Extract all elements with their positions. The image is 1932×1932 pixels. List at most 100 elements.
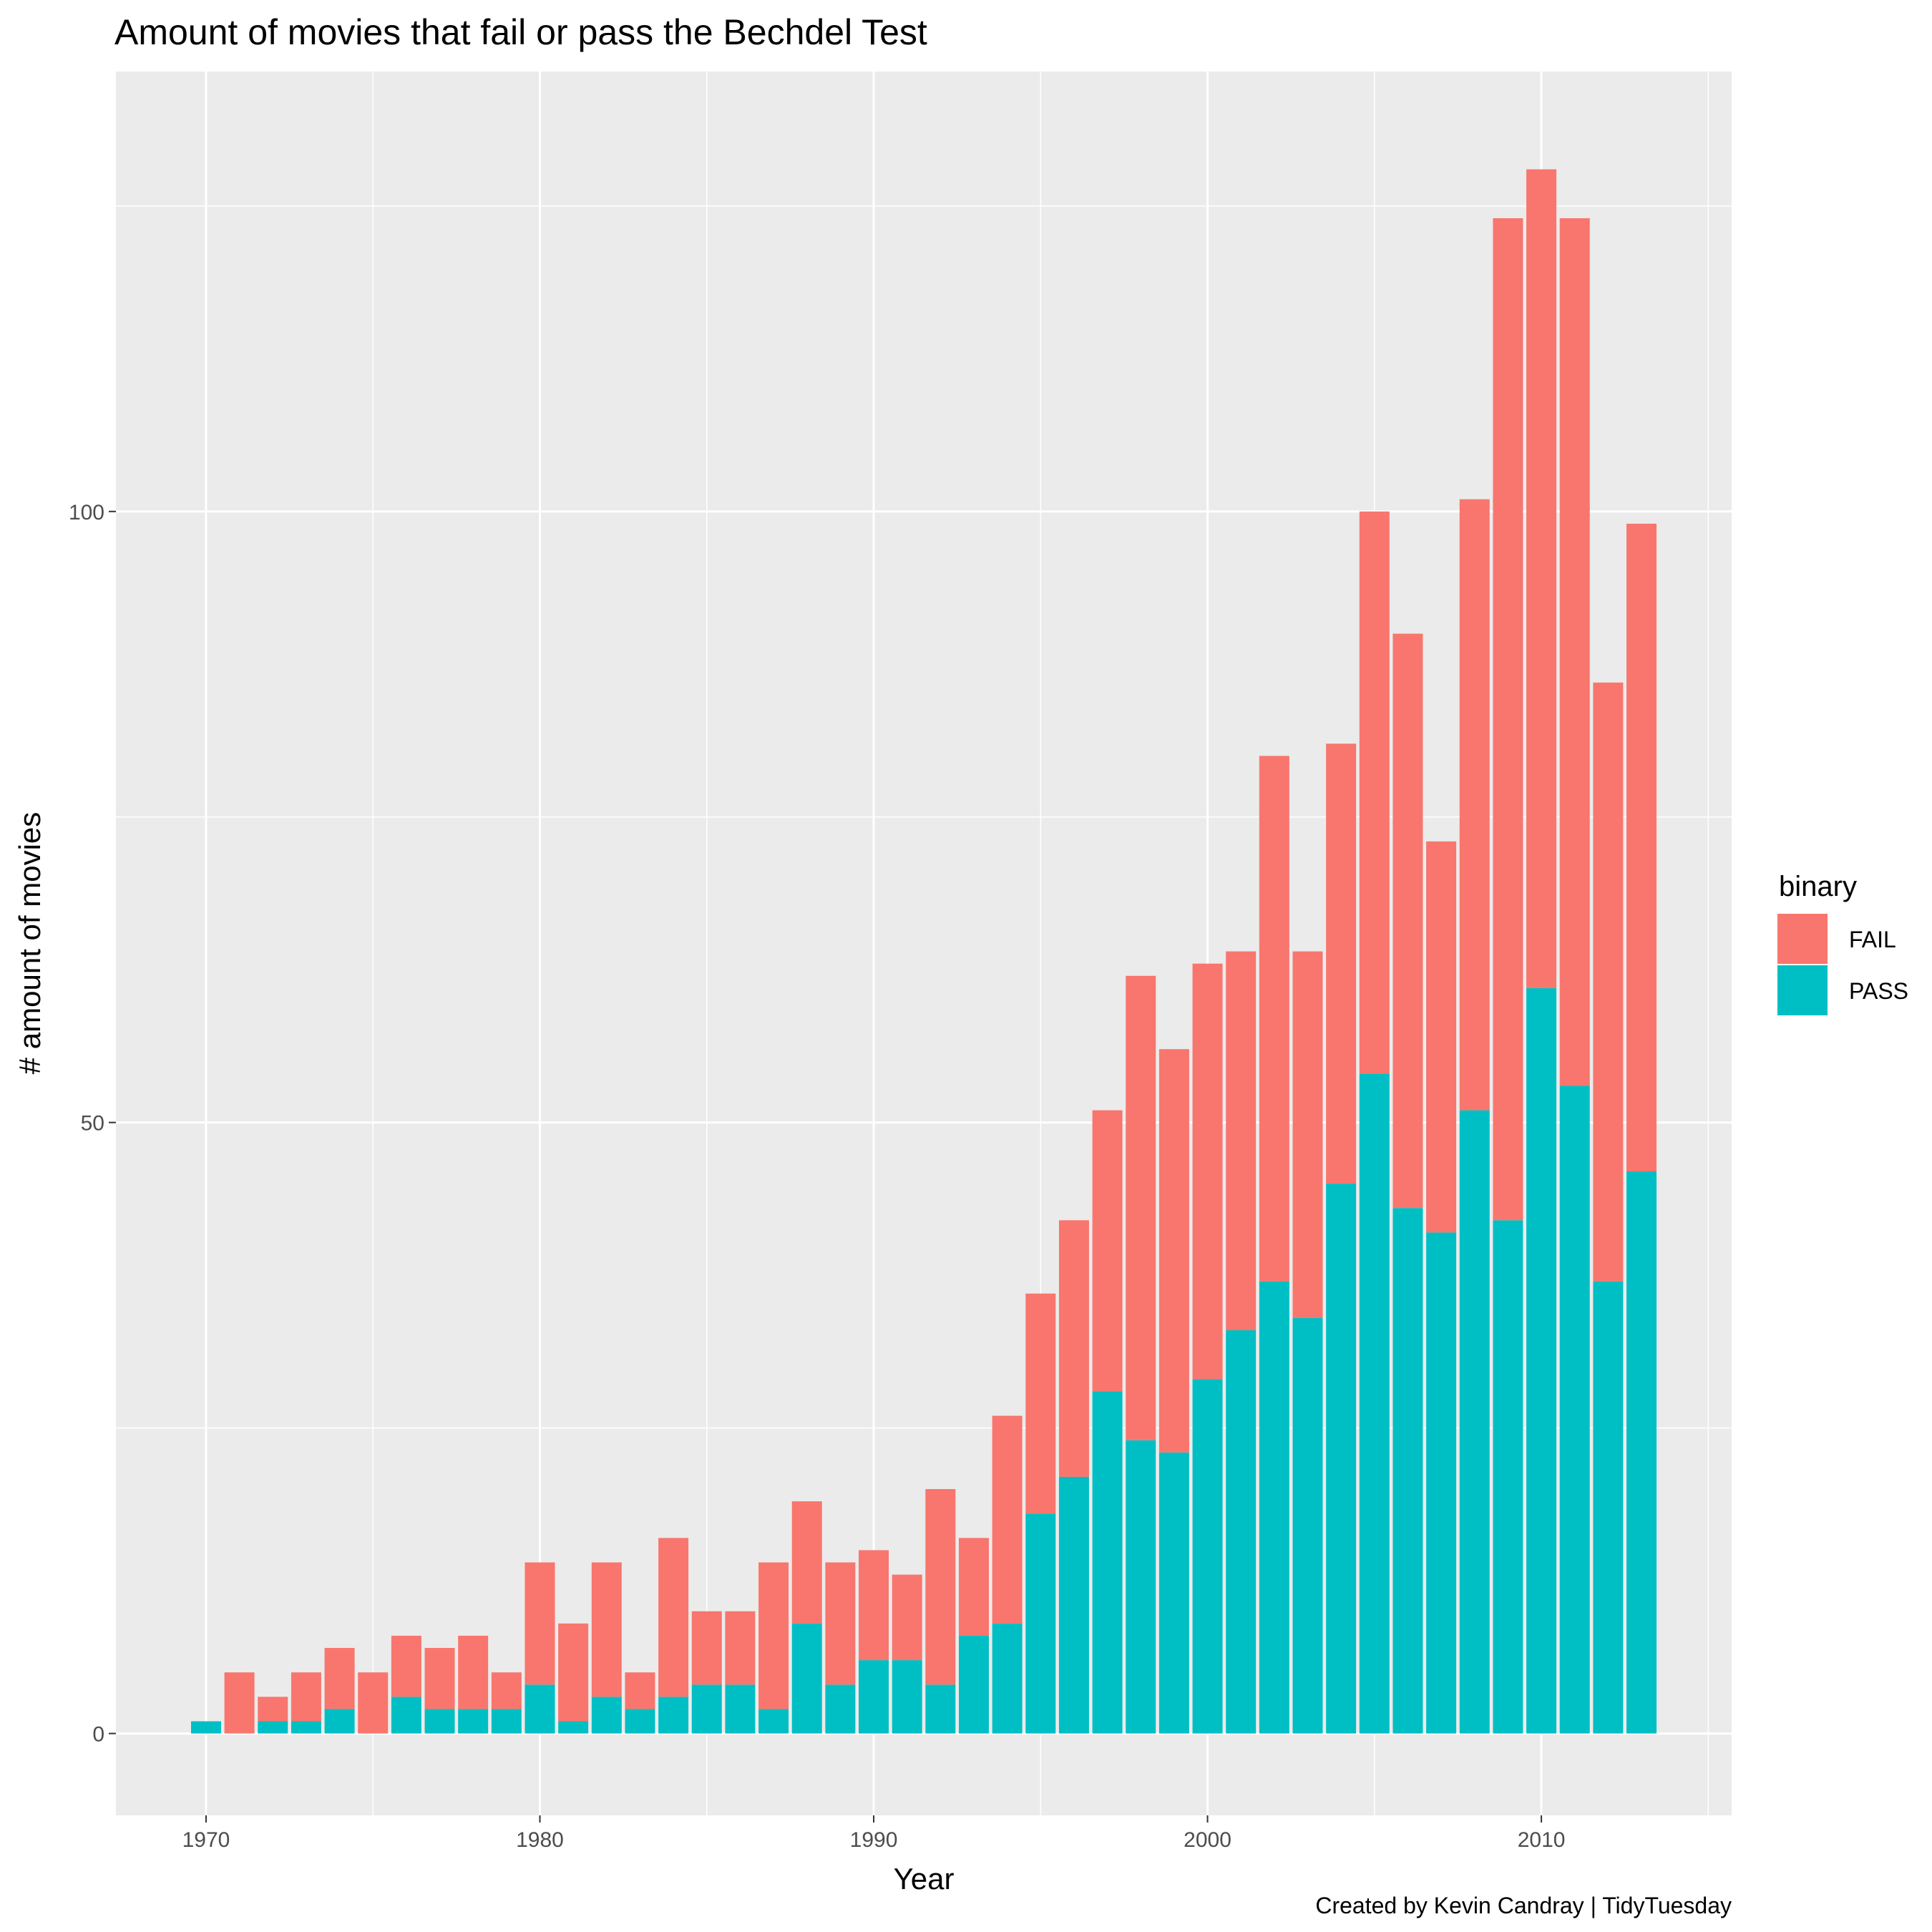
bar-fail-2012 <box>1593 682 1624 1282</box>
x-tick-label: 2010 <box>1518 1828 1566 1852</box>
y-axis: 0 50 100 <box>69 501 116 1747</box>
bar-pass-1978 <box>458 1709 489 1734</box>
y-tick-label: 0 <box>92 1723 104 1747</box>
bar-pass-2001 <box>1226 1330 1257 1734</box>
bar-fail-1984 <box>658 1538 689 1697</box>
bar-fail-2010 <box>1526 169 1557 988</box>
bar-fail-2000 <box>1192 963 1223 1380</box>
bar-pass-1992 <box>925 1684 956 1734</box>
bar-pass-1999 <box>1158 1452 1189 1734</box>
bar-pass-2004 <box>1326 1184 1357 1734</box>
bar-fail-1997 <box>1092 1110 1123 1392</box>
bar-fail-1994 <box>992 1415 1023 1624</box>
legend: binary FAIL PASS <box>1777 871 1908 1015</box>
legend-key-pass <box>1777 965 1828 1015</box>
x-tick-label: 1970 <box>182 1828 230 1852</box>
bar-pass-1984 <box>658 1697 689 1734</box>
bar-fail-1987 <box>758 1562 789 1709</box>
bar-fail-2008 <box>1459 499 1490 1111</box>
bar-pass-1986 <box>725 1684 756 1734</box>
x-axis-title: Year <box>894 1862 955 1896</box>
bar-pass-1997 <box>1092 1391 1123 1734</box>
bar-pass-1982 <box>591 1697 622 1734</box>
bar-pass-1985 <box>691 1684 722 1734</box>
bar-fail-2009 <box>1493 218 1523 1221</box>
x-tick-label: 1980 <box>516 1828 564 1852</box>
legend-key-fail <box>1777 914 1828 964</box>
bar-pass-2009 <box>1493 1220 1523 1734</box>
bar-pass-1977 <box>424 1709 455 1734</box>
bar-pass-2002 <box>1259 1281 1289 1734</box>
bar-fail-2006 <box>1392 633 1423 1209</box>
x-tick-label: 2000 <box>1184 1828 1231 1852</box>
x-tick-label: 1990 <box>850 1828 898 1852</box>
bar-pass-2005 <box>1359 1073 1390 1734</box>
bar-fail-1979 <box>491 1672 522 1709</box>
bar-fail-1989 <box>825 1562 856 1685</box>
bar-fail-1985 <box>691 1611 722 1685</box>
bar-fail-2004 <box>1326 743 1357 1184</box>
bar-pass-1995 <box>1025 1513 1056 1734</box>
bar-pass-2007 <box>1426 1232 1457 1734</box>
bar-fail-1983 <box>625 1672 655 1709</box>
bar-pass-2006 <box>1392 1208 1423 1734</box>
bar-pass-1994 <box>992 1623 1023 1734</box>
bar-pass-2013 <box>1626 1171 1657 1734</box>
bar-fail-1991 <box>892 1574 922 1661</box>
y-tick-label: 100 <box>69 501 104 525</box>
bar-fail-1993 <box>958 1538 989 1636</box>
bar-fail-1982 <box>591 1562 622 1697</box>
bar-fail-1975 <box>358 1672 389 1734</box>
bar-fail-1971 <box>224 1672 255 1734</box>
bar-pass-2012 <box>1593 1281 1624 1734</box>
bar-pass-1998 <box>1126 1440 1156 1734</box>
x-axis: 1970 1980 1990 2000 2010 <box>182 1815 1566 1852</box>
bar-fail-1980 <box>525 1562 555 1685</box>
bar-fail-1995 <box>1025 1293 1056 1514</box>
bar-pass-1970 <box>190 1721 221 1734</box>
bar-fail-1998 <box>1126 975 1156 1440</box>
bar-fail-1977 <box>424 1648 455 1709</box>
bar-fail-2005 <box>1359 511 1390 1074</box>
bar-pass-2010 <box>1526 987 1557 1734</box>
bar-fail-1986 <box>725 1611 756 1685</box>
bar-pass-1981 <box>558 1721 589 1734</box>
bar-pass-1972 <box>258 1721 288 1734</box>
bar-pass-1996 <box>1058 1476 1089 1734</box>
bar-fail-1992 <box>925 1489 956 1685</box>
bar-pass-1973 <box>291 1721 321 1734</box>
bar-pass-1991 <box>892 1660 922 1734</box>
bar-fail-1990 <box>859 1550 889 1661</box>
bars <box>190 169 1657 1734</box>
bar-fail-2002 <box>1259 756 1289 1282</box>
bar-pass-1976 <box>391 1697 421 1734</box>
bar-fail-1978 <box>458 1635 489 1709</box>
bar-fail-2001 <box>1226 951 1257 1331</box>
bar-pass-1983 <box>625 1709 655 1734</box>
bar-pass-1980 <box>525 1684 555 1734</box>
bar-pass-1974 <box>324 1709 355 1734</box>
bar-fail-2003 <box>1292 951 1323 1318</box>
bar-fail-2013 <box>1626 523 1657 1172</box>
bar-fail-1988 <box>791 1501 822 1624</box>
bar-pass-2003 <box>1292 1317 1323 1734</box>
bar-fail-1973 <box>291 1672 321 1722</box>
bar-pass-1979 <box>491 1709 522 1734</box>
bar-fail-1976 <box>391 1635 421 1697</box>
bar-pass-1989 <box>825 1684 856 1734</box>
bar-pass-1987 <box>758 1709 789 1734</box>
bar-pass-2008 <box>1459 1110 1490 1734</box>
y-tick-label: 50 <box>81 1112 104 1136</box>
bar-fail-1974 <box>324 1648 355 1709</box>
bar-fail-1972 <box>258 1697 288 1722</box>
bar-pass-2011 <box>1559 1085 1590 1734</box>
caption: Created by Kevin Candray | TidyTuesday <box>1315 1893 1732 1918</box>
bar-fail-1996 <box>1058 1220 1089 1477</box>
legend-label-pass: PASS <box>1849 978 1908 1004</box>
bar-fail-2007 <box>1426 841 1457 1233</box>
bar-fail-1999 <box>1158 1049 1189 1453</box>
legend-label-fail: FAIL <box>1849 927 1896 952</box>
legend-title: binary <box>1779 871 1857 902</box>
bar-pass-1990 <box>859 1660 889 1734</box>
chart-title: Amount of movies that fail or pass the B… <box>114 12 927 52</box>
